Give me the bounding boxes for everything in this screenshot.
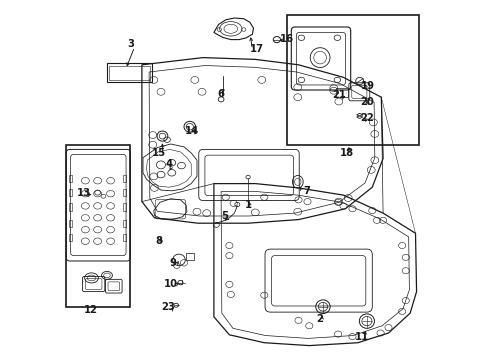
Text: 4: 4 <box>165 159 172 169</box>
Bar <box>69 175 72 182</box>
Text: 22: 22 <box>360 113 374 123</box>
Text: 3: 3 <box>127 39 134 49</box>
Text: 20: 20 <box>360 96 374 107</box>
Text: 10: 10 <box>163 279 177 289</box>
Text: 1: 1 <box>244 200 251 210</box>
Bar <box>69 203 72 211</box>
Bar <box>122 203 126 211</box>
Bar <box>336 88 347 97</box>
Bar <box>286 15 419 145</box>
Text: 6: 6 <box>217 89 224 99</box>
Text: 5: 5 <box>221 211 228 221</box>
Text: 15: 15 <box>151 148 165 158</box>
Text: 13: 13 <box>77 188 91 198</box>
Text: 16: 16 <box>279 33 293 44</box>
Text: 11: 11 <box>354 332 368 342</box>
Bar <box>109 66 149 80</box>
Text: 23: 23 <box>161 302 175 312</box>
Text: 7: 7 <box>303 186 309 196</box>
Text: 8: 8 <box>155 236 162 246</box>
Text: 9: 9 <box>169 258 176 268</box>
Text: 19: 19 <box>360 81 374 91</box>
Bar <box>69 220 72 227</box>
Bar <box>122 220 126 227</box>
Text: 14: 14 <box>185 126 199 136</box>
Bar <box>186 253 194 260</box>
Bar <box>122 234 126 241</box>
Bar <box>122 175 126 182</box>
Bar <box>69 189 72 196</box>
Text: 21: 21 <box>331 90 345 100</box>
Text: 18: 18 <box>339 148 353 158</box>
Text: 12: 12 <box>83 305 97 315</box>
Bar <box>66 145 130 307</box>
Bar <box>107 63 152 82</box>
Bar <box>69 234 72 241</box>
Text: 2: 2 <box>316 314 323 324</box>
Text: 17: 17 <box>249 44 264 54</box>
Bar <box>122 189 126 196</box>
